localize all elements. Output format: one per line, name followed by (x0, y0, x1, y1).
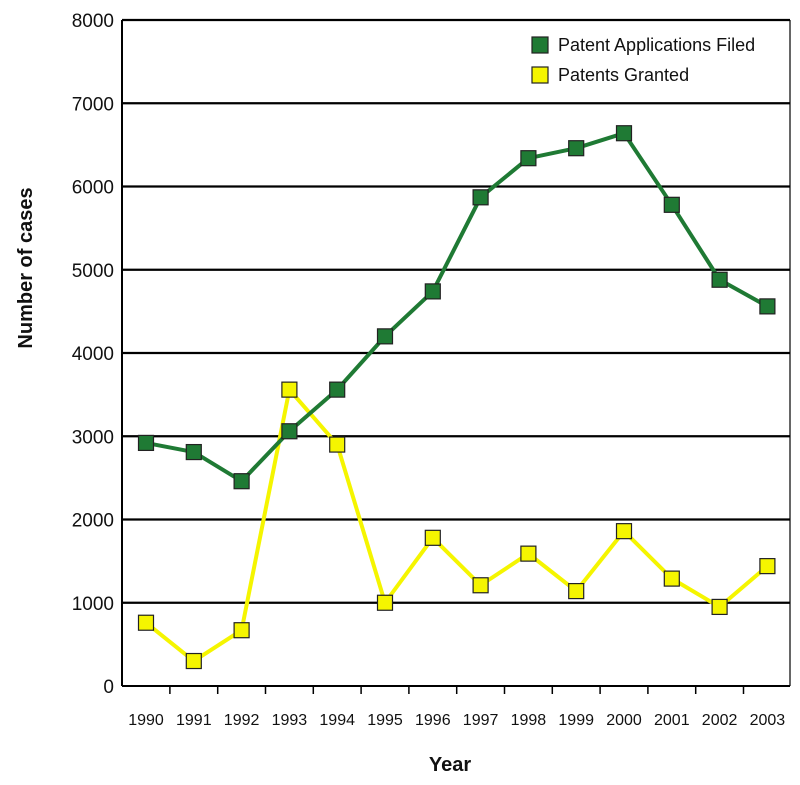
data-point (424, 283, 441, 300)
x-tick-label: 1999 (558, 712, 594, 729)
data-point (329, 436, 346, 453)
legend-label: Patent Applications Filed (558, 35, 755, 55)
x-tick-label: 1997 (463, 712, 499, 729)
y-tick-label: 2000 (72, 511, 114, 532)
legend-marker (531, 36, 549, 54)
data-point (711, 271, 728, 288)
data-point (759, 558, 776, 575)
data-point (615, 523, 633, 540)
axes (121, 20, 791, 694)
series-patent-applications-filed (137, 125, 776, 490)
x-tick-label: 1995 (367, 712, 403, 729)
data-point (376, 328, 394, 345)
y-axis-title: Number of cases (15, 187, 37, 348)
x-tick-label: 1990 (128, 712, 164, 729)
data-point (233, 473, 250, 490)
data-point (233, 622, 250, 639)
data-point (568, 140, 585, 157)
x-tick-label: 2001 (654, 712, 690, 729)
series-line (145, 131, 769, 484)
data-point (663, 196, 680, 213)
data-point (663, 570, 680, 587)
series (137, 125, 776, 670)
data-point (281, 381, 298, 398)
y-tick-label: 5000 (72, 261, 114, 282)
y-tick-label: 8000 (72, 11, 114, 32)
x-tick-labels: 1990 1991 1992 1993 1994 1995 1996 1997 1998 1999… (128, 712, 785, 729)
data-point (520, 150, 537, 167)
y-tick-label: 7000 (72, 94, 114, 115)
data-point (520, 545, 537, 562)
x-tick-label: 1991 (176, 712, 212, 729)
series-patents-granted (137, 381, 776, 670)
data-point (424, 529, 441, 546)
data-point (759, 298, 776, 315)
x-tick-label: 1996 (415, 712, 451, 729)
data-point (185, 443, 202, 461)
x-tick-label: 2000 (606, 712, 642, 729)
data-point (185, 652, 202, 670)
series-line (144, 387, 769, 664)
data-point (711, 598, 728, 616)
y-tick-label: 6000 (72, 178, 114, 199)
legend: Patent Applications Filed Patents Granted (531, 35, 755, 85)
grid-lines (122, 18, 790, 604)
legend-marker (531, 66, 549, 84)
x-tick-label: 1998 (511, 712, 547, 729)
legend-label: Patents Granted (558, 65, 689, 85)
x-tick-label: 1992 (224, 712, 260, 729)
data-point (472, 189, 489, 206)
data-point (281, 423, 298, 440)
data-point (137, 434, 155, 452)
data-point (329, 381, 346, 398)
data-point (137, 614, 155, 631)
x-tick-label: 1994 (319, 712, 355, 729)
data-point (568, 582, 585, 600)
x-axis-title: Year (429, 754, 471, 776)
legend-item: Patents Granted (531, 65, 689, 85)
data-point (376, 594, 394, 611)
data-point (472, 577, 489, 594)
y-tick-label: 3000 (72, 427, 114, 448)
legend-item: Patent Applications Filed (531, 35, 755, 55)
x-tick-label: 2002 (702, 712, 738, 729)
y-tick-label: 0 (103, 677, 114, 698)
x-tick-label: 1993 (272, 712, 308, 729)
y-tick-label: 1000 (72, 594, 114, 615)
y-tick-label: 4000 (72, 344, 114, 365)
data-point (615, 125, 633, 142)
y-tick-labels: 0 1000 2000 3000 4000 5000 6000 7000 8000 (72, 11, 114, 698)
x-tick-label: 2003 (750, 712, 786, 729)
